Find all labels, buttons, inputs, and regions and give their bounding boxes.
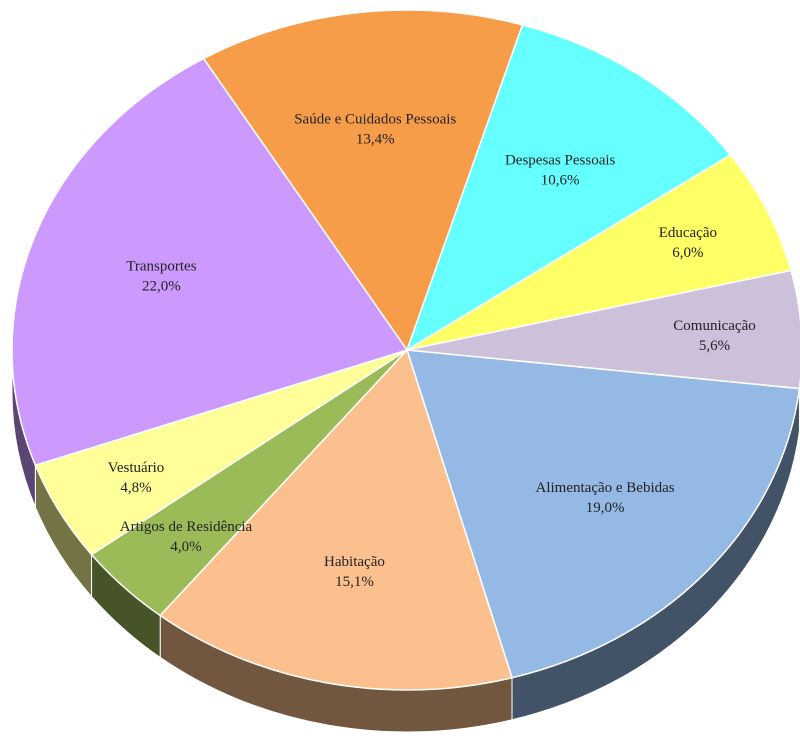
- slice: [405, 349, 800, 679]
- value-label: 4,8%: [120, 480, 151, 496]
- slice-label: Despesas Pessoais 10,6%: [505, 152, 616, 188]
- value-label: 19,0%: [586, 500, 625, 516]
- slice: [405, 23, 732, 352]
- slice-label: Saúde e Cuidados Pessoais 13,4%: [294, 111, 456, 147]
- value-label: 6,0%: [672, 245, 703, 261]
- category-label: Habitação: [324, 554, 385, 570]
- category-label: Vestuário: [108, 460, 165, 476]
- slice-label: Habitação 15,1%: [324, 554, 385, 590]
- slice-label: Artigos de Residência 4,0%: [120, 519, 253, 555]
- value-label: 5,6%: [699, 338, 730, 354]
- slice-label: Vestuário 4,8%: [108, 460, 165, 496]
- slice-label: Educação 6,0%: [659, 225, 717, 261]
- category-label: Despesas Pessoais: [505, 152, 616, 168]
- category-label: Saúde e Cuidados Pessoais: [294, 111, 456, 127]
- pie-sides: [11, 349, 800, 733]
- slice: [159, 348, 513, 691]
- pie-tops: [11, 9, 800, 691]
- value-label: 10,6%: [541, 172, 580, 188]
- value-label: 22,0%: [142, 279, 181, 295]
- value-label: 13,4%: [356, 131, 395, 147]
- slice: [11, 57, 409, 467]
- value-label: 4,0%: [170, 539, 201, 555]
- pie-labels: Saúde e Cuidados Pessoais 13,4% Despesas P…: [108, 111, 756, 590]
- slice: [202, 9, 524, 352]
- category-label: Educação: [659, 225, 717, 241]
- value-label: 15,1%: [335, 574, 374, 590]
- category-label: Artigos de Residência: [120, 519, 253, 535]
- slice-label: Transportes 22,0%: [126, 259, 196, 295]
- slice: [406, 153, 792, 351]
- slice-label: Comunicação 5,6%: [673, 318, 755, 354]
- category-label: Alimentação e Bebidas: [536, 480, 675, 496]
- category-label: Transportes: [126, 259, 196, 275]
- category-label: Comunicação: [673, 318, 755, 334]
- slice-label: Alimentação e Bebidas 19,0%: [536, 480, 675, 516]
